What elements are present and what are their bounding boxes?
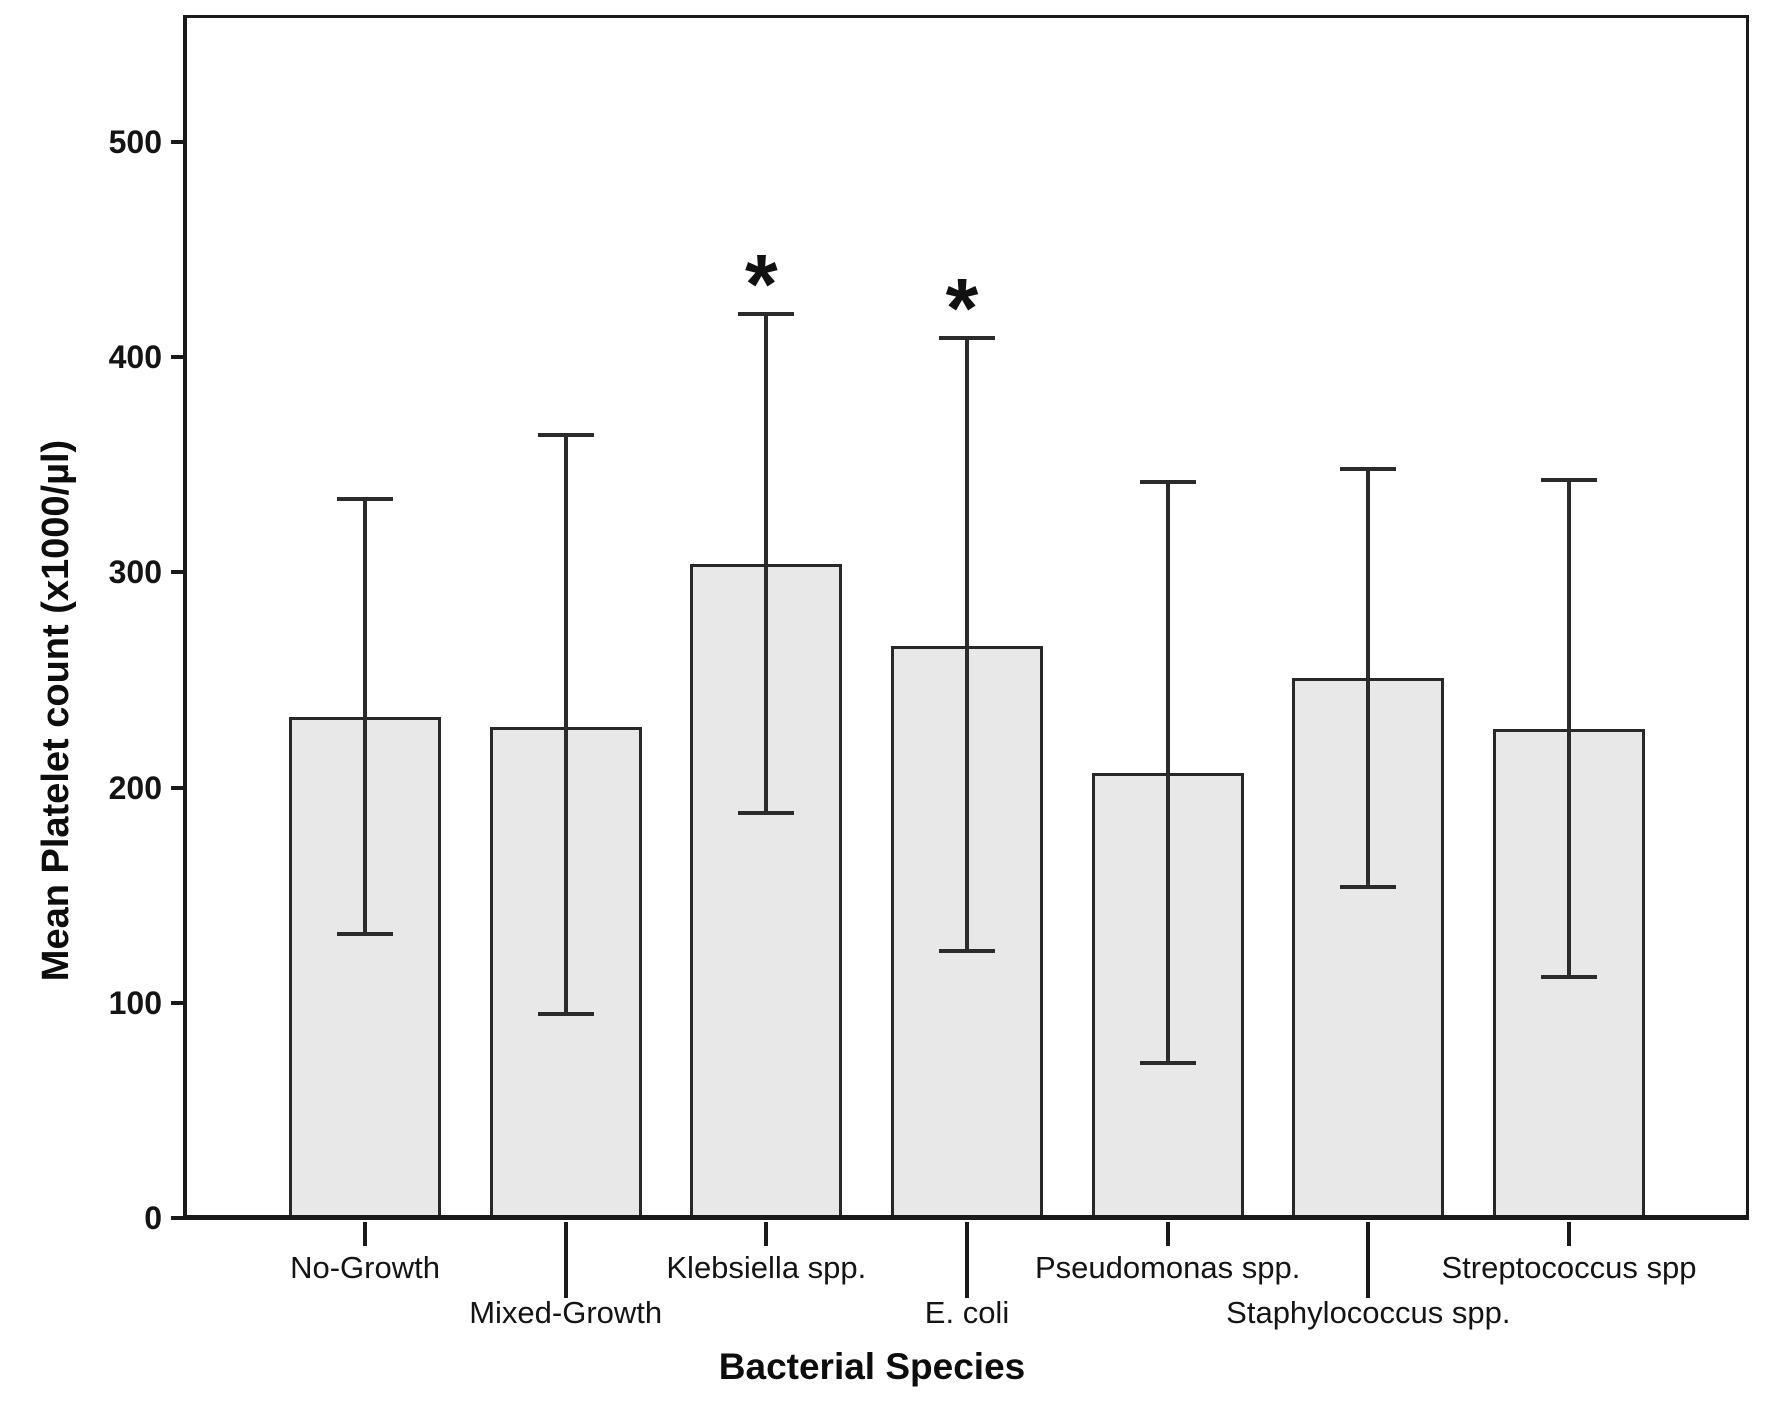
error-bar-cap-lower <box>1541 974 1597 979</box>
category-label: No-Growth <box>290 1250 440 1285</box>
category-label: Streptococcus spp <box>1441 1250 1697 1285</box>
y-tick-label: 400 <box>108 339 162 376</box>
error-bar-stem <box>965 337 969 952</box>
error-bar-cap-lower <box>337 931 393 936</box>
category-label: Klebsiella spp. <box>666 1250 867 1285</box>
category-label: Pseudomonas spp. <box>1034 1250 1301 1285</box>
x-axis-tick <box>1165 1222 1170 1246</box>
y-axis-tick <box>171 355 187 360</box>
y-tick-label: 300 <box>108 554 162 591</box>
error-bar-stem <box>764 314 769 814</box>
x-axis-title: Bacterial Species <box>718 1346 1026 1387</box>
y-axis-title-wrap: Mean Platelet count (x1000/µl) <box>12 0 102 1420</box>
error-bar-cap-lower <box>537 1011 594 1016</box>
error-bar-stem <box>1567 479 1571 977</box>
significance-asterisk: * <box>744 237 778 332</box>
x-axis-tick <box>764 1222 769 1246</box>
error-bar-cap-upper <box>537 432 594 437</box>
error-bar-stem <box>1165 482 1170 1064</box>
bar <box>289 716 441 1219</box>
category-label: Mixed-Growth <box>469 1295 663 1330</box>
y-axis-title: Mean Platelet count (x1000/µl) <box>35 439 78 981</box>
error-bar-stem <box>363 499 367 934</box>
y-tick-label: 0 <box>144 1200 162 1236</box>
y-tick-label: 500 <box>108 124 162 160</box>
y-tick-label: 100 <box>108 984 162 1021</box>
error-bar-stem <box>563 434 568 1014</box>
error-bar-cap-lower <box>1139 1061 1196 1066</box>
error-bar-cap-upper <box>939 335 995 340</box>
error-bar-cap-upper <box>738 312 795 317</box>
x-axis-tick <box>965 1222 969 1298</box>
significance-asterisk: * <box>945 260 979 355</box>
x-axis-tick <box>1366 1222 1371 1298</box>
y-tick-label: 200 <box>108 769 162 806</box>
error-bar-cap-upper <box>337 497 393 502</box>
x-axis-tick <box>363 1222 367 1246</box>
category-label: E. coli <box>924 1295 1010 1330</box>
y-axis-tick <box>171 570 187 575</box>
error-bar-cap-lower <box>738 811 795 816</box>
x-axis-tick <box>1567 1222 1571 1246</box>
error-bar-cap-lower <box>1340 884 1397 889</box>
x-axis-tick <box>563 1222 568 1298</box>
y-axis-tick <box>171 140 187 144</box>
error-bar-cap-upper <box>1139 480 1196 485</box>
y-axis-tick <box>171 1216 187 1220</box>
category-label: Staphylococcus spp. <box>1226 1295 1511 1330</box>
error-bar-stem <box>1366 469 1371 887</box>
error-bar-cap-upper <box>1541 477 1597 482</box>
error-bar-cap-upper <box>1340 467 1397 472</box>
error-bar-cap-lower <box>939 949 995 954</box>
y-axis-tick <box>171 1000 187 1005</box>
y-axis-tick <box>171 785 187 790</box>
